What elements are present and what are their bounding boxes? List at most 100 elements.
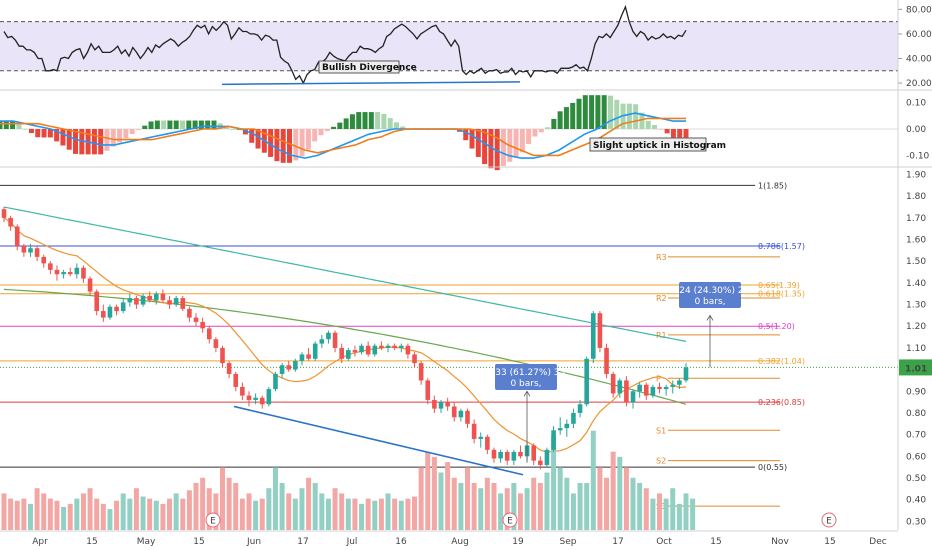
- volume-bar: [431, 456, 437, 530]
- candle-body: [74, 267, 80, 275]
- rsi-tick-label: 40.00: [906, 55, 932, 65]
- price-tick-label: 1.10: [906, 344, 926, 354]
- macd-histogram-bar: [91, 129, 97, 155]
- rsi-annotation: Bullish Divergence: [318, 60, 417, 74]
- candle-body: [677, 380, 682, 385]
- macd-histogram-bar: [154, 120, 160, 129]
- volume-bar: [213, 493, 219, 530]
- fib-level-label: 1(1.85): [758, 181, 787, 190]
- macd-histogram-bar: [129, 129, 135, 135]
- price-tick-label: 1.50: [906, 257, 926, 267]
- volume-bar: [61, 507, 67, 530]
- measure-text: 0 bars,: [694, 297, 725, 307]
- macd-histogram-bar: [393, 122, 399, 129]
- macd-histogram-bar: [519, 129, 525, 153]
- candle-body: [28, 248, 33, 253]
- pivot-label: R2: [656, 294, 667, 303]
- candle-body: [279, 365, 285, 374]
- time-tick-label: Jul: [346, 537, 358, 547]
- rsi-pane: Bullish Divergence: [0, 4, 898, 86]
- candle-body: [438, 402, 444, 409]
- candle-body: [61, 272, 66, 275]
- candle-body: [332, 332, 338, 348]
- macd-histogram-bar: [563, 107, 569, 129]
- price-axis[interactable]: 80.00 60.00 40.00 20.00 0.10 0.00 -0.10 1.90 1.8…: [898, 5, 932, 527]
- macd-histogram-bar: [513, 129, 519, 158]
- volume-bar: [458, 482, 464, 530]
- volume-bar: [319, 493, 325, 530]
- time-tick-label: Apr: [32, 537, 48, 547]
- macd-histogram-bar: [173, 120, 179, 129]
- measure-box: [679, 282, 741, 308]
- volume-bar: [339, 493, 345, 530]
- macd-pane: Slight uptick in Histogram: [0, 95, 898, 171]
- volume-bar: [34, 488, 40, 530]
- candle-body: [101, 311, 106, 318]
- volume-bar: [1, 493, 7, 530]
- fib-level-label: 0.5(1.20): [758, 322, 795, 331]
- annotation-text: Bullish Divergence: [322, 63, 417, 73]
- volume-bar: [590, 430, 596, 530]
- macd-histogram-bar: [469, 129, 475, 149]
- macd-histogram-bar: [98, 129, 104, 155]
- candle-body: [299, 354, 305, 361]
- candle-body: [273, 373, 278, 390]
- macd-histogram-bar: [10, 120, 16, 129]
- arrow-icon: [706, 314, 714, 321]
- price-pane[interactable]: 1(1.85) 0.786(1.57) 0.65(1.39)0.618(1.35) 0…: [0, 181, 898, 530]
- macd-histogram-bar: [349, 114, 355, 129]
- badge-text: 1.01: [905, 364, 927, 374]
- volume-bar: [663, 498, 669, 530]
- volume-bar: [87, 488, 93, 530]
- volume-bar: [180, 498, 186, 530]
- rsi-tick-label: 20.00: [906, 79, 932, 89]
- macd-histogram-bar: [652, 124, 658, 129]
- measure-annotation: 0.24 (24.30%) 240 bars,: [671, 282, 750, 368]
- volume-bar: [206, 488, 212, 530]
- macd-tick-label: 0.00: [906, 125, 926, 135]
- candle-body: [531, 445, 537, 461]
- signal-line: [0, 117, 686, 157]
- macd-histogram-bar: [242, 129, 248, 135]
- candle-body: [604, 347, 609, 374]
- candle-body: [213, 339, 219, 348]
- macd-histogram-bar: [35, 129, 41, 138]
- time-axis[interactable]: Apr 15 May 15 Jun 17 Jul 16 Aug 19 Sep 17 Oct 15 Nov 15…: [0, 530, 898, 547]
- candle-body: [233, 373, 239, 387]
- macd-histogram-bar: [79, 129, 85, 155]
- candle-body: [240, 386, 245, 396]
- volume-bar: [253, 500, 259, 530]
- volume-bar: [107, 509, 113, 530]
- volume-bar: [504, 488, 510, 530]
- pivot-label: S1: [656, 426, 666, 435]
- annotation-box: [318, 60, 400, 74]
- macd-histogram-bar: [488, 129, 494, 169]
- macd-histogram-bar: [192, 120, 198, 129]
- candle-body: [359, 345, 364, 353]
- candle-body: [173, 298, 179, 305]
- earnings-icon-label: E: [826, 517, 832, 527]
- macd-histogram-bar: [494, 129, 500, 171]
- candle-body: [312, 343, 318, 359]
- volume-bar: [418, 467, 424, 530]
- volume-bar: [451, 477, 457, 530]
- candle-body: [67, 272, 73, 275]
- volume-bar: [286, 493, 292, 530]
- volume-bar: [325, 498, 331, 530]
- volume-bar: [133, 488, 139, 530]
- candle-body: [385, 345, 391, 348]
- candle-body: [21, 246, 27, 253]
- candle-body: [418, 363, 424, 381]
- moving-average-line: [3, 288, 687, 405]
- macd-histogram-bar: [589, 95, 595, 129]
- macd-line: [0, 112, 686, 159]
- candle-body: [518, 451, 523, 457]
- volume-bar: [239, 498, 245, 530]
- macd-histogram-bar: [236, 129, 242, 130]
- macd-histogram-bar: [230, 129, 236, 130]
- macd-histogram-bar: [387, 118, 393, 129]
- volume-bar: [147, 498, 153, 530]
- candle-body: [200, 321, 205, 329]
- macd-histogram-bar: [73, 129, 79, 154]
- macd-histogram-bar: [312, 129, 318, 142]
